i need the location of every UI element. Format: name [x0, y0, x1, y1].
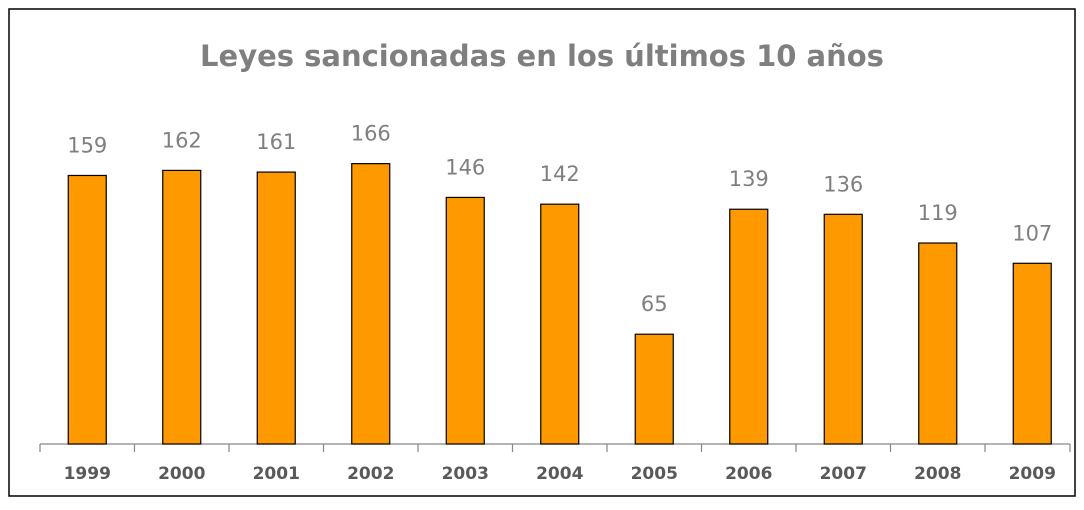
bar [351, 163, 391, 445]
bar [823, 213, 863, 445]
x-tick-label: 2001 [253, 464, 300, 484]
data-label: 136 [823, 172, 863, 196]
x-tick-label: 1999 [64, 464, 111, 484]
bar [540, 203, 580, 445]
x-tick-label: 2007 [820, 464, 867, 484]
data-label: 107 [1012, 221, 1052, 245]
bar [729, 208, 769, 445]
data-label: 139 [729, 167, 769, 191]
bar [1012, 262, 1052, 445]
data-label: 119 [918, 201, 958, 225]
bar [634, 333, 674, 445]
data-label: 162 [162, 128, 202, 152]
x-tick-label: 2002 [347, 464, 394, 484]
x-tick-label: 2009 [1009, 464, 1056, 484]
bar [162, 169, 202, 445]
x-tick-label: 2004 [536, 464, 583, 484]
x-tick-label: 2000 [158, 464, 205, 484]
data-label: 65 [641, 292, 668, 316]
data-label: 166 [351, 122, 391, 146]
x-tick-label: 2003 [442, 464, 489, 484]
data-label: 142 [540, 162, 580, 186]
data-label: 159 [67, 133, 107, 157]
x-tick-label: 2008 [914, 464, 961, 484]
bar [67, 174, 107, 445]
bar [918, 242, 958, 445]
x-tick-label: 2006 [725, 464, 772, 484]
bar [445, 196, 485, 445]
data-label: 161 [256, 130, 296, 154]
x-tick-label: 2005 [631, 464, 678, 484]
data-label: 146 [445, 155, 485, 179]
bar [256, 171, 296, 445]
chart-title: Leyes sancionadas en los últimos 10 años [200, 39, 884, 73]
